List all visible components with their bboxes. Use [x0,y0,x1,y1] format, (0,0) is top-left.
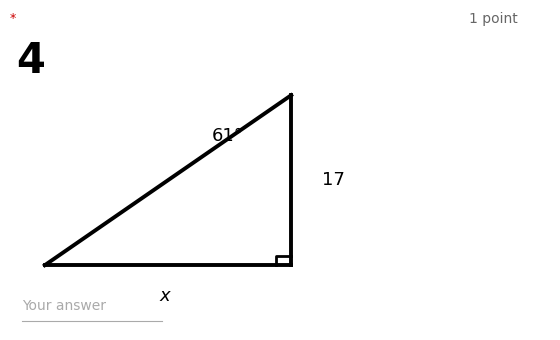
Text: x: x [160,287,170,305]
Text: *: * [10,12,16,25]
Text: Your answer: Your answer [22,299,106,313]
Text: 17: 17 [322,171,345,189]
Text: 1 point: 1 point [469,12,518,26]
Text: 4: 4 [16,40,45,82]
Text: 61°: 61° [212,127,244,145]
